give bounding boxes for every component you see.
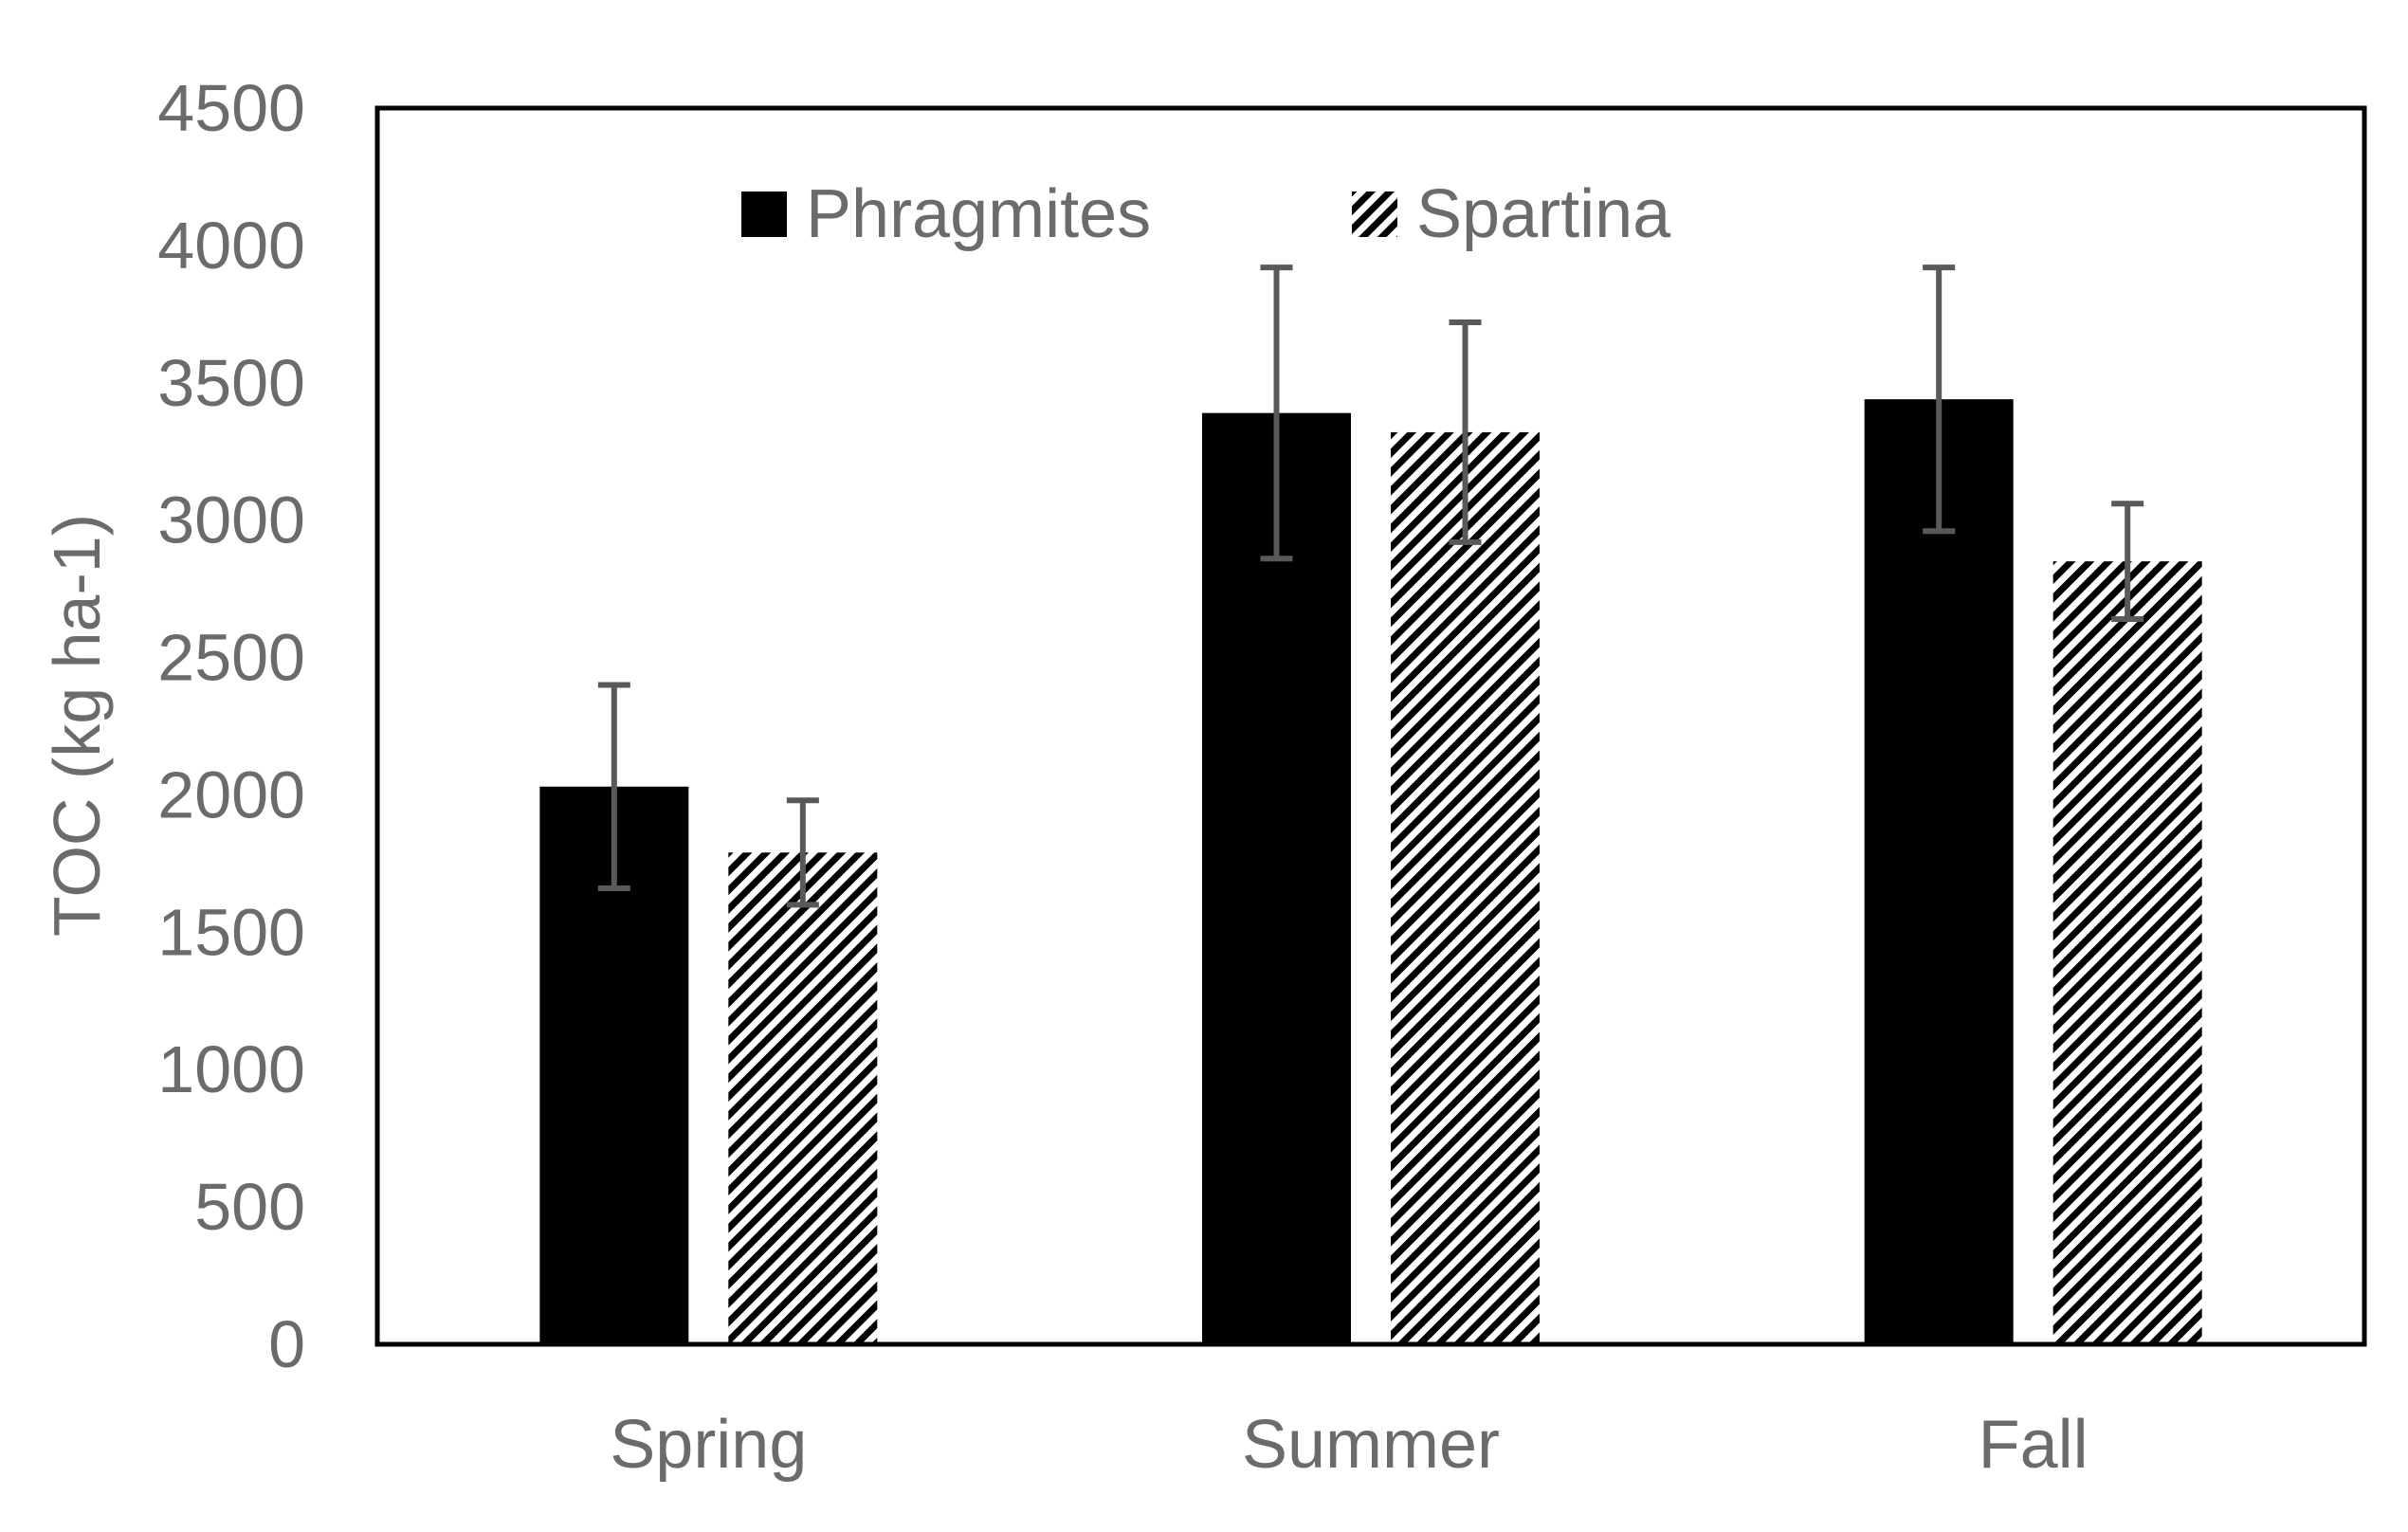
legend-swatch-spartina <box>1352 192 1397 237</box>
x-category-label-fall: Fall <box>1979 1407 2089 1483</box>
y-tick-label-1000: 1000 <box>157 1032 305 1106</box>
y-tick-label-500: 500 <box>194 1170 305 1244</box>
error-bar-spartina-fall <box>2111 501 2144 622</box>
legend-swatch-phragmites <box>741 192 787 237</box>
error-bar-phragmites-spring <box>597 682 630 891</box>
legend-label-phragmites: Phragmites <box>806 176 1151 252</box>
x-category-label-summer: Summer <box>1242 1407 1500 1483</box>
bar-phragmites-fall <box>1864 399 2014 1345</box>
error-bar-spartina-spring <box>786 797 819 908</box>
y-axis-ticks: 0 500 1000 1500 2000 2500 3000 3500 4000 4500 <box>157 71 305 1381</box>
bar-spartina-spring <box>728 852 878 1344</box>
legend: Phragmites Spartina <box>741 176 1671 252</box>
bar-spartina-summer <box>1391 431 1540 1345</box>
y-tick-label-2000: 2000 <box>157 757 305 831</box>
error-bar-phragmites-fall <box>1923 264 1956 535</box>
error-bar-phragmites-summer <box>1260 264 1293 562</box>
y-tick-label-2500: 2500 <box>157 621 305 695</box>
y-tick-label-1500: 1500 <box>157 895 305 969</box>
x-axis-categories: Spring Summer Fall <box>610 1407 2088 1483</box>
y-axis-title: TOC (kg ha-1) <box>40 514 114 937</box>
y-tick-label-4500: 4500 <box>157 71 305 145</box>
y-tick-label-3000: 3000 <box>157 483 305 557</box>
bar-phragmites-summer <box>1202 412 1351 1344</box>
error-bar-spartina-summer <box>1449 319 1482 545</box>
y-tick-label-3500: 3500 <box>157 346 305 420</box>
legend-label-spartina: Spartina <box>1416 176 1671 252</box>
bar-spartina-fall <box>2052 561 2202 1344</box>
y-tick-label-4000: 4000 <box>157 209 305 283</box>
x-category-label-spring: Spring <box>610 1407 807 1483</box>
legend-item-spartina: Spartina <box>1352 176 1671 252</box>
error-bars <box>597 264 2144 908</box>
y-tick-label-0: 0 <box>268 1307 305 1381</box>
bars <box>539 399 2202 1345</box>
legend-item-phragmites: Phragmites <box>741 176 1151 252</box>
plot-area-frame <box>374 105 2367 1347</box>
